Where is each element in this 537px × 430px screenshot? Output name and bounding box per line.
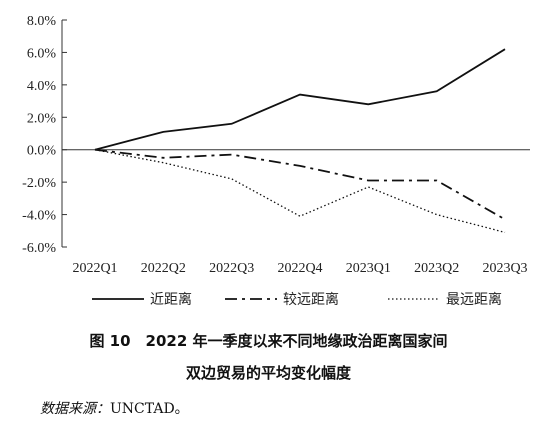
figure-caption-line1: 图 10 2022 年一季度以来不同地缘政治距离国家间 <box>89 332 448 350</box>
x-tick-label: 2022Q2 <box>141 261 186 276</box>
x-tick-label: 2022Q4 <box>277 261 322 276</box>
data-source: 数据来源：UNCTAD。 <box>40 398 189 418</box>
legend-label-3: 最远距离 <box>446 291 502 308</box>
x-tick-label: 2022Q3 <box>209 261 254 276</box>
y-tick-label: 2.0% <box>27 111 57 126</box>
x-tick-label: 2023Q2 <box>414 261 459 276</box>
x-tick-label: 2023Q3 <box>482 261 527 276</box>
y-tick-label: 6.0% <box>27 46 57 61</box>
y-tick-label: 8.0% <box>27 14 57 29</box>
y-tick-label: -2.0% <box>22 176 56 191</box>
legend-label-2: 较远距离 <box>283 291 339 308</box>
y-tick-label: -6.0% <box>22 241 56 256</box>
legend-label-1: 近距离 <box>150 291 192 308</box>
data-source-value: UNCTAD。 <box>110 401 189 417</box>
y-tick-label: 0.0% <box>27 144 57 159</box>
y-tick-label: 4.0% <box>27 79 57 94</box>
series-line-1 <box>94 48 506 151</box>
x-tick-label: 2022Q1 <box>72 261 117 276</box>
data-source-label: 数据来源： <box>40 401 110 417</box>
figure-caption-line2: 双边贸易的平均变化幅度 <box>185 364 351 382</box>
y-tick-label: -4.0% <box>22 209 56 224</box>
series-line-2 <box>94 148 506 221</box>
series-line-3 <box>94 149 506 234</box>
x-tick-label: 2023Q1 <box>346 261 391 276</box>
line-chart: 8.0% 6.0% 4.0% 2.0% 0.0% -2.0% -4.0% -6.0% 2022Q… <box>22 14 530 308</box>
